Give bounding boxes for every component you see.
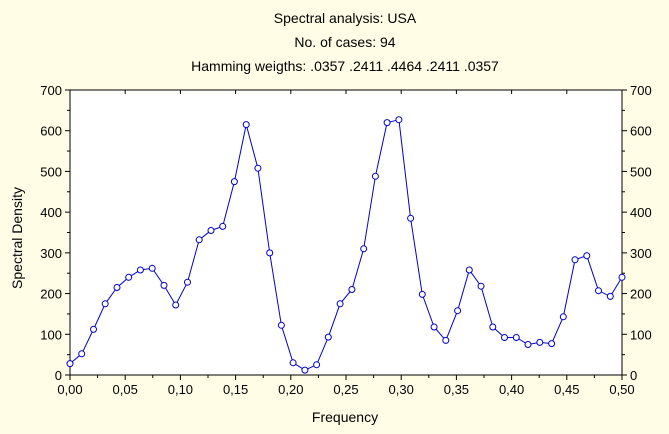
data-point-25 [360,245,368,253]
data-point-43 [571,256,579,264]
data-point-5 [125,273,133,281]
plot-area [69,89,623,376]
y-tick-label-right: 300 [630,246,652,261]
y-tick-label-left: 400 [40,205,62,220]
data-point-2 [90,325,97,333]
data-point-23 [336,300,344,308]
data-point-6 [136,266,144,274]
data-point-27 [383,119,391,127]
x-tick-label: 0,00 [57,382,82,397]
y-tick-label-right: 500 [630,164,652,179]
data-point-38 [512,334,520,341]
data-point-4 [113,284,121,291]
chart-subtitle-weights: Hamming weigths: .0357 .2411 .4464 .2411… [191,58,499,74]
data-point-37 [501,334,508,341]
chart-subtitle-cases: No. of cases: 94 [294,34,395,50]
data-point-22 [324,333,332,341]
data-point-24 [348,286,356,293]
data-point-47 [618,273,626,281]
y-tick-label-left: 300 [40,246,62,261]
x-tick-label: 0,05 [113,382,138,397]
data-point-12 [207,227,215,234]
data-point-16 [254,164,262,172]
x-tick-label: 0,30 [389,382,414,397]
data-point-40 [536,338,544,346]
x-tick-label: 0,40 [499,382,524,397]
data-point-29 [407,214,415,222]
x-tick-label: 0,45 [554,382,579,397]
y-tick-label-right: 700 [630,83,652,98]
tick-labels-layer: 0,00 0,05 0,10 0,15 0,20 0,25 0,30 0,35 0,40 0,45… [40,83,651,397]
data-point-34 [465,266,473,274]
y-tick-label-left: 700 [40,83,62,98]
data-point-7 [148,264,156,272]
y-tick-label-right: 600 [630,124,652,139]
y-tick-label-right: 200 [630,287,652,302]
data-point-30 [418,290,426,298]
x-tick-label: 0,25 [333,382,358,397]
data-point-11 [195,236,203,244]
x-axis-title: Frequency [312,409,378,425]
y-tick-label-left: 100 [40,327,62,342]
y-tick-label-left: 500 [40,164,62,179]
ticks-layer [65,89,627,380]
y-tick-label-right: 0 [630,368,637,383]
data-point-46 [606,292,614,300]
data-point-39 [524,341,532,348]
x-tick-label: 0,35 [444,382,469,397]
data-point-3 [101,300,109,308]
data-point-13 [219,222,227,230]
data-point-26 [371,172,379,180]
y-tick-label-left: 200 [40,287,62,302]
data-point-10 [184,278,191,286]
data-point-14 [230,178,238,186]
x-tick-label: 0,15 [223,382,248,397]
y-axis-title: Spectral Density [9,187,25,289]
data-point-21 [313,361,321,369]
x-tick-label: 0,20 [278,382,303,397]
data-point-44 [583,252,591,260]
data-point-18 [277,321,285,329]
data-point-17 [266,249,274,257]
data-point-36 [489,323,497,331]
x-tick-label: 0,50 [609,382,634,397]
data-points [66,116,626,374]
y-tick-label-right: 100 [630,327,652,342]
data-point-8 [160,281,168,289]
data-point-9 [172,301,180,309]
data-point-28 [395,116,403,124]
data-point-42 [559,313,567,321]
data-point-31 [430,323,438,331]
data-point-41 [548,340,556,348]
x-tick-label: 0,10 [168,382,193,397]
data-point-0 [66,360,74,368]
chart-title: Spectral analysis: USA [274,10,417,26]
y-tick-label-left: 600 [40,124,62,139]
data-point-15 [242,121,250,129]
data-point-35 [477,282,485,290]
y-tick-label-left: 0 [55,368,62,383]
data-point-19 [289,359,297,367]
data-point-1 [78,350,86,358]
data-point-32 [442,336,450,344]
data-point-20 [301,366,309,374]
data-point-45 [595,287,602,295]
data-point-33 [454,307,462,315]
y-tick-label-right: 400 [630,205,652,220]
